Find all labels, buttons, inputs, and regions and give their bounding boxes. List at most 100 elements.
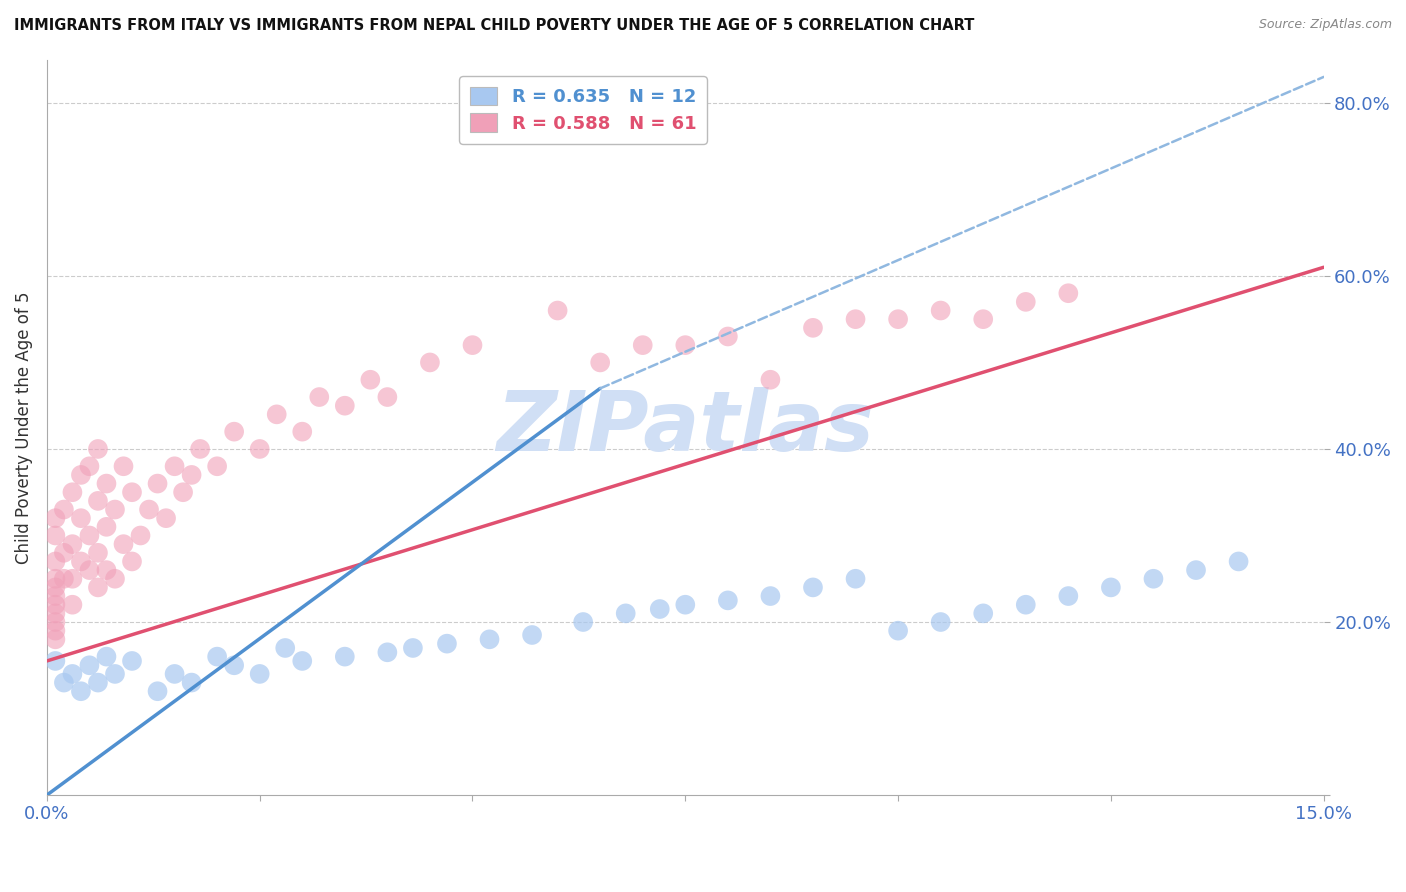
Y-axis label: Child Poverty Under the Age of 5: Child Poverty Under the Age of 5: [15, 291, 32, 564]
Point: [155, 511, 177, 525]
Point: [673, 598, 696, 612]
Point: [44, 624, 66, 638]
Point: [44, 589, 66, 603]
Point: [87, 581, 110, 595]
Point: [887, 312, 910, 326]
Point: [929, 615, 952, 629]
Point: [673, 338, 696, 352]
Point: [52, 502, 75, 516]
Point: [436, 637, 458, 651]
Point: [461, 338, 484, 352]
Point: [172, 485, 194, 500]
Point: [112, 459, 135, 474]
Point: [1015, 598, 1038, 612]
Point: [87, 546, 110, 560]
Point: [377, 645, 399, 659]
Point: [224, 658, 246, 673]
Point: [1185, 563, 1208, 577]
Point: [104, 502, 127, 516]
Point: [188, 442, 211, 456]
Point: [205, 459, 228, 474]
Point: [249, 442, 271, 456]
Point: [87, 442, 110, 456]
Point: [44, 615, 66, 629]
Point: [138, 502, 160, 516]
Point: [478, 632, 501, 647]
Point: [717, 593, 740, 607]
Point: [1057, 589, 1080, 603]
Point: [163, 459, 186, 474]
Point: [249, 667, 271, 681]
Text: IMMIGRANTS FROM ITALY VS IMMIGRANTS FROM NEPAL CHILD POVERTY UNDER THE AGE OF 5 : IMMIGRANTS FROM ITALY VS IMMIGRANTS FROM…: [14, 18, 974, 33]
Point: [87, 494, 110, 508]
Point: [62, 598, 84, 612]
Point: [844, 572, 866, 586]
Point: [572, 615, 595, 629]
Point: [180, 467, 202, 482]
Point: [163, 667, 186, 681]
Point: [1099, 581, 1122, 595]
Point: [614, 607, 637, 621]
Point: [402, 640, 425, 655]
Point: [1227, 554, 1250, 568]
Point: [96, 649, 118, 664]
Point: [70, 554, 93, 568]
Point: [1142, 572, 1164, 586]
Point: [52, 675, 75, 690]
Point: [44, 528, 66, 542]
Point: [972, 312, 994, 326]
Point: [62, 572, 84, 586]
Point: [333, 649, 356, 664]
Point: [112, 537, 135, 551]
Point: [62, 485, 84, 500]
Point: [205, 649, 228, 664]
Point: [929, 303, 952, 318]
Point: [44, 572, 66, 586]
Point: [648, 602, 671, 616]
Point: [87, 675, 110, 690]
Point: [266, 408, 288, 422]
Point: [224, 425, 246, 439]
Point: [1015, 294, 1038, 309]
Point: [96, 563, 118, 577]
Point: [96, 476, 118, 491]
Point: [759, 373, 782, 387]
Point: [129, 528, 152, 542]
Point: [70, 467, 93, 482]
Point: [104, 667, 127, 681]
Point: [308, 390, 330, 404]
Point: [44, 511, 66, 525]
Point: [79, 563, 101, 577]
Point: [44, 581, 66, 595]
Point: [79, 528, 101, 542]
Point: [96, 520, 118, 534]
Point: [104, 572, 127, 586]
Point: [121, 654, 143, 668]
Point: [520, 628, 543, 642]
Point: [887, 624, 910, 638]
Point: [1057, 286, 1080, 301]
Point: [589, 355, 612, 369]
Legend: R = 0.635   N = 12, R = 0.588   N = 61: R = 0.635 N = 12, R = 0.588 N = 61: [460, 76, 707, 144]
Point: [419, 355, 441, 369]
Point: [972, 607, 994, 621]
Point: [44, 554, 66, 568]
Point: [631, 338, 654, 352]
Point: [146, 684, 169, 698]
Point: [44, 598, 66, 612]
Point: [717, 329, 740, 343]
Point: [291, 425, 314, 439]
Point: [62, 667, 84, 681]
Point: [44, 607, 66, 621]
Point: [52, 572, 75, 586]
Point: [52, 546, 75, 560]
Point: [180, 675, 202, 690]
Point: [146, 476, 169, 491]
Point: [801, 581, 824, 595]
Point: [844, 312, 866, 326]
Point: [79, 658, 101, 673]
Point: [70, 511, 93, 525]
Point: [377, 390, 399, 404]
Point: [62, 537, 84, 551]
Point: [44, 654, 66, 668]
